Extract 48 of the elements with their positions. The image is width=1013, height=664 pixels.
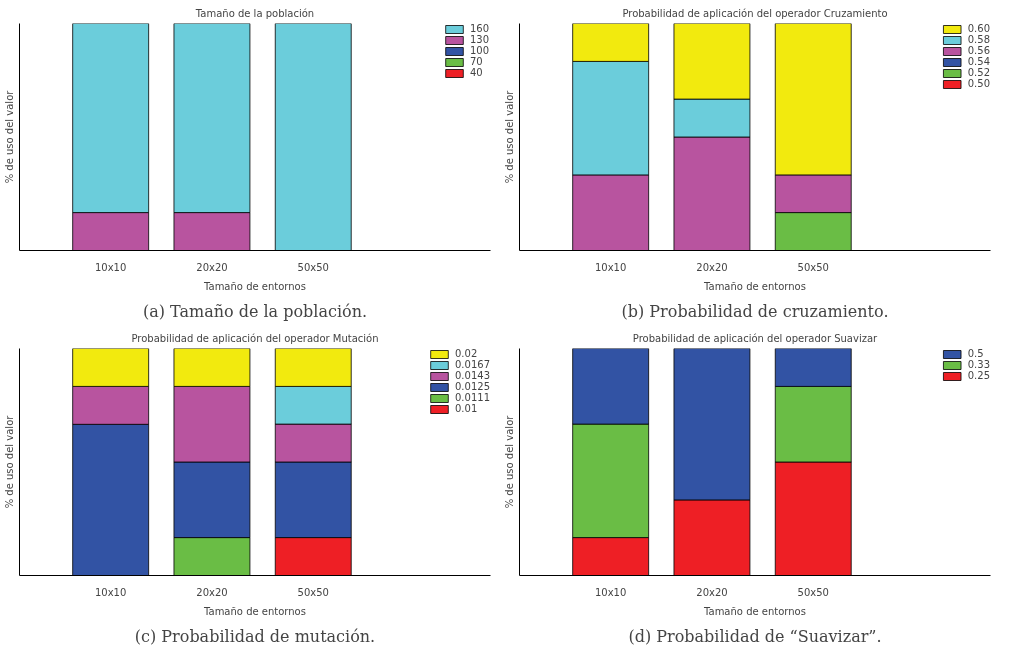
x-tick-label: 50x50	[797, 261, 829, 273]
chart-title: Probabilidad de aplicación del operador Suavizar	[632, 332, 879, 344]
legend-label: 130	[470, 34, 490, 45]
legend-label: 160	[470, 23, 490, 34]
y-axis-title: % de uso del valor	[3, 414, 15, 509]
x-tick-label: 50x50	[297, 586, 329, 598]
x-tick-label: 20x20	[196, 261, 228, 273]
x-tick-label: 10x10	[94, 261, 127, 273]
x-tick-label: 50x50	[797, 586, 829, 598]
x-tick-label: 20x20	[196, 586, 228, 598]
chart-title: Probabilidad de aplicación del operador Mutación	[131, 332, 379, 344]
legend-label: 0.02	[455, 348, 478, 359]
x-axis-title: Tamaño de entornos	[703, 605, 806, 617]
x-axis-title: Tamaño de entornos	[203, 280, 306, 292]
x-axis-title: Tamaño de entornos	[203, 605, 306, 617]
x-tick-label: 10x10	[594, 586, 627, 598]
legend-label: 0.0111	[455, 392, 490, 403]
legend-label: 70	[470, 56, 484, 67]
x-tick-label: 50x50	[297, 261, 329, 273]
chart-title: Tamaño de la población	[194, 7, 315, 19]
y-axis-title: % de uso del valor	[3, 89, 15, 184]
legend-label: 0.0167	[455, 359, 490, 370]
x-tick-label: 20x20	[696, 586, 728, 598]
x-axis-title: Tamaño de entornos	[703, 280, 806, 292]
legend-label: 0.25	[967, 370, 990, 381]
legend-label: 0.56	[967, 45, 990, 56]
legend-label: 0.58	[967, 34, 990, 45]
legend-label: 0.0125	[455, 381, 490, 392]
y-axis-title: % de uso del valor	[503, 414, 515, 509]
x-tick-label: 10x10	[94, 586, 127, 598]
x-tick-label: 20x20	[696, 261, 728, 273]
legend-label: 0.0143	[455, 370, 490, 381]
legend-label: 0.54	[967, 56, 990, 67]
chart-title: Probabilidad de aplicación del operador Cruzamiento	[622, 7, 888, 19]
text: (a) Tamaño de la población.	[142, 301, 368, 321]
legend-label: 100	[470, 45, 490, 56]
legend-label: 0.50	[967, 78, 990, 89]
text: (c) Probabilidad de mutación.	[134, 626, 376, 646]
text: (b) Probabilidad de cruzamiento.	[621, 301, 889, 321]
legend-label: 40	[470, 67, 484, 78]
text: (d) Probabilidad de “Suavizar”.	[628, 626, 882, 646]
legend-label: 0.60	[967, 23, 990, 34]
legend-label: 0.5	[967, 348, 985, 359]
y-axis-title: % de uso del valor	[503, 89, 515, 184]
x-tick-label: 10x10	[594, 261, 627, 273]
legend-label: 0.01	[455, 403, 478, 414]
legend-label: 0.52	[967, 67, 990, 78]
legend-label: 0.33	[967, 359, 990, 370]
